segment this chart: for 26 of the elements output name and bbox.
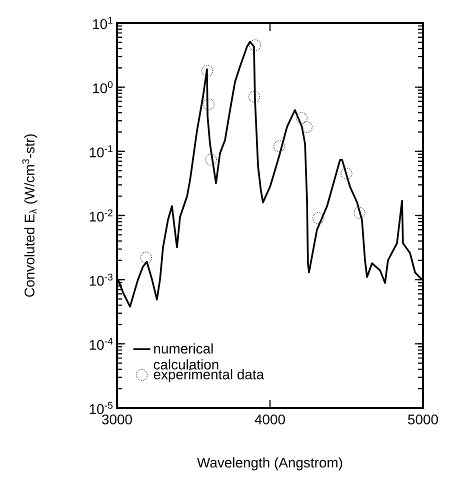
point xyxy=(296,112,308,124)
point xyxy=(249,39,261,52)
point xyxy=(202,98,215,110)
point xyxy=(205,154,217,166)
y-tick-label: 10$^{-1}$ xyxy=(90,145,113,158)
point xyxy=(248,90,260,103)
point xyxy=(312,212,324,224)
point xyxy=(201,64,214,77)
x-tick-label: 4000 xyxy=(254,414,285,424)
point xyxy=(140,252,152,264)
legend-label: experimental data xyxy=(154,369,264,382)
y-axis-title: Convoluted E$_{λ}$ (W/cm$^{3}$-str) xyxy=(22,134,38,297)
y-tick-label: 10$^{0}$ xyxy=(93,81,113,94)
point xyxy=(300,121,313,133)
y-tick-label: 10$^{-5}$ xyxy=(90,402,113,414)
point xyxy=(273,140,286,152)
y-tick-label: 10$^{-4}$ xyxy=(90,338,113,350)
y-tick-label: 10$^{-2}$ xyxy=(90,209,112,222)
point xyxy=(354,206,366,219)
x-tick-label: 3000 xyxy=(102,414,132,424)
legend-label: numerical calculation xyxy=(154,343,218,370)
y-tick-label: 10$^{-3}$ xyxy=(90,274,113,286)
point xyxy=(340,168,352,180)
x-axis-title: Wavelength (Angstrom) xyxy=(197,457,342,470)
y-tick-label: 10$^{1}$ xyxy=(93,16,113,30)
x-tick-label: 5000 xyxy=(408,414,438,424)
